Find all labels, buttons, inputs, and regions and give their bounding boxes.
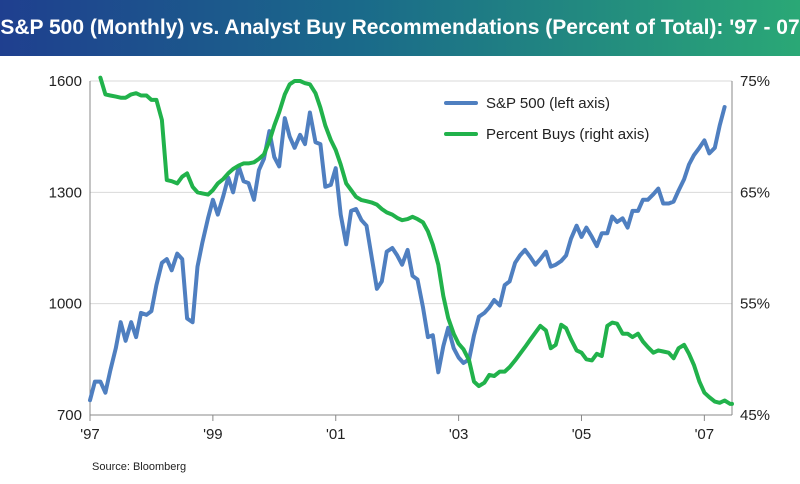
left-tick-label: 1600 xyxy=(49,73,82,90)
sp500-line xyxy=(88,105,727,403)
axes xyxy=(89,81,733,416)
x-tick-label: '05 xyxy=(572,426,592,443)
right-tick-label: 75% xyxy=(740,73,770,90)
left-axis-ticks: 700 1000 1300 1600 xyxy=(49,73,82,424)
chart-title: S&P 500 (Monthly) vs. Analyst Buy Recomm… xyxy=(0,16,800,39)
series-lines xyxy=(88,75,734,406)
right-tick-label: 65% xyxy=(740,184,770,201)
x-tick-label: '03 xyxy=(449,426,469,443)
left-tick-label: 1300 xyxy=(49,184,82,201)
right-axis-ticks: 45% 55% 65% 75% xyxy=(740,73,770,424)
x-tick-label: '97 xyxy=(80,426,100,443)
legend-sp500-label: S&P 500 (left axis) xyxy=(486,95,610,112)
right-tick-label: 45% xyxy=(740,407,770,424)
x-tick-label: '99 xyxy=(203,426,223,443)
left-tick-label: 700 xyxy=(57,407,82,424)
left-tick-label: 1000 xyxy=(49,296,82,313)
chart-area: 700 1000 1300 1600 45% 55% 65% 75% '97 '99 '01 '0… xyxy=(0,56,800,466)
title-bar: S&P 500 (Monthly) vs. Analyst Buy Recomm… xyxy=(0,0,800,56)
source-note: Source: Bloomberg xyxy=(92,461,187,473)
percent-buys-line xyxy=(98,75,734,406)
legend-percent-buys-label: Percent Buys (right axis) xyxy=(486,126,649,143)
x-axis-ticks: '97 '99 '01 '03 '05 '07 xyxy=(80,415,714,443)
x-tick-label: '07 xyxy=(695,426,715,443)
x-tick-label: '01 xyxy=(326,426,346,443)
right-tick-label: 55% xyxy=(740,296,770,313)
legend: S&P 500 (left axis) Percent Buys (right a… xyxy=(444,95,649,143)
